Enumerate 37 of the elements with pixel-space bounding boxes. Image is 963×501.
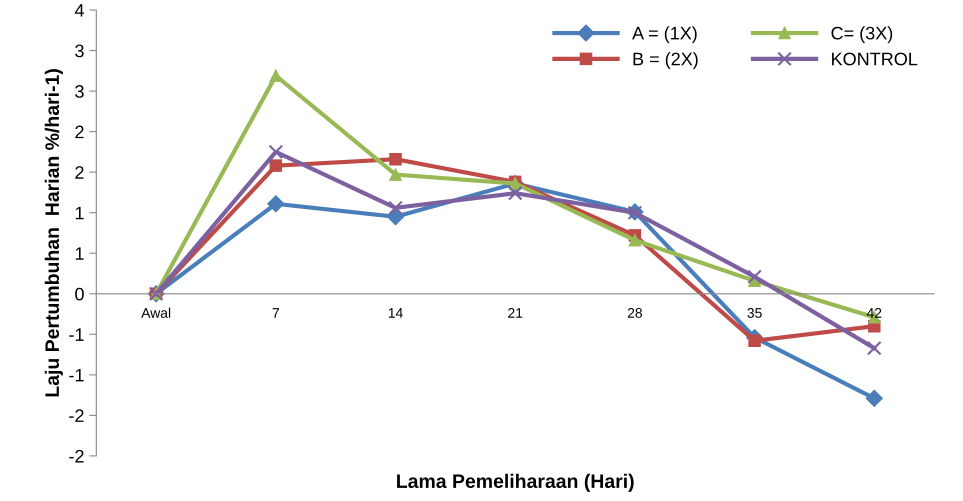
- y-tick-label: 4: [74, 4, 84, 17]
- y-tick-label: -1: [69, 328, 84, 341]
- point: [270, 159, 282, 172]
- x-tick-label: 14: [388, 308, 403, 318]
- legend-label: KONTROL: [832, 52, 918, 66]
- point: [508, 186, 522, 201]
- legend-label: B = (2X): [634, 52, 698, 69]
- y-tick-label: 2: [75, 126, 84, 138]
- y-axis-title: Laju Pertumbuhan Harian %/hari-1): [44, 69, 63, 396]
- y-tick-label: 3: [75, 44, 84, 58]
- point: [748, 334, 761, 348]
- point: [389, 168, 402, 181]
- y-tick-label: 1: [76, 247, 84, 260]
- x-tick-label: Awal: [141, 308, 170, 318]
- point: [386, 208, 404, 226]
- y-tick-label: -1: [69, 368, 84, 382]
- point: [628, 234, 642, 247]
- legend-label: A = (1X): [632, 26, 697, 44]
- x-tick-label: 28: [628, 308, 642, 318]
- x-axis-title: Lama Pemeliharaan (Hari): [397, 474, 634, 492]
- x-tick-label: 7: [272, 308, 279, 318]
- point: [267, 195, 284, 212]
- point: [866, 390, 883, 407]
- point: [747, 269, 762, 284]
- point: [388, 200, 403, 216]
- y-tick-label: -2: [69, 409, 84, 422]
- y-tick-label: 1: [76, 206, 84, 220]
- x-tick-label: 21: [508, 308, 522, 318]
- point: [866, 340, 882, 356]
- y-tick-label: 2: [75, 166, 84, 179]
- point: [389, 152, 402, 166]
- x-tick-label: 35: [747, 308, 762, 318]
- y-tick-label: -2: [69, 450, 84, 462]
- legend-label: C= (3X): [832, 26, 892, 44]
- point: [268, 144, 284, 160]
- y-tick-label: 3: [75, 85, 84, 98]
- y-tick-label: 0: [75, 288, 84, 300]
